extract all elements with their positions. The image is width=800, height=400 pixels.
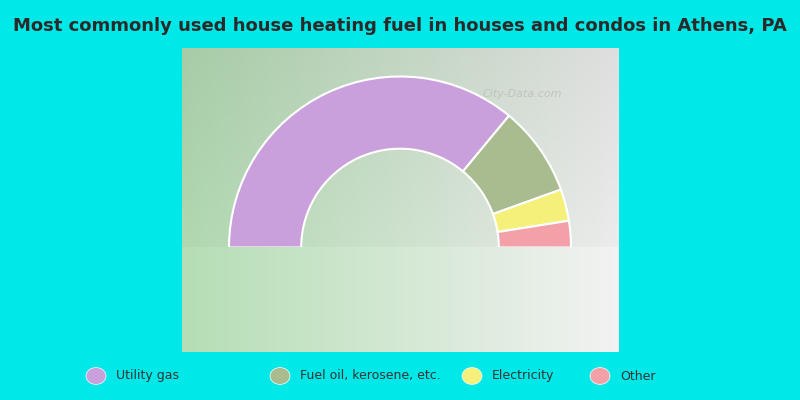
Text: City-Data.com: City-Data.com xyxy=(482,89,562,99)
Ellipse shape xyxy=(590,368,610,384)
Ellipse shape xyxy=(462,368,482,384)
Wedge shape xyxy=(229,76,509,248)
Wedge shape xyxy=(463,116,561,214)
Wedge shape xyxy=(498,221,571,248)
Ellipse shape xyxy=(86,368,106,384)
Text: Utility gas: Utility gas xyxy=(116,370,179,382)
Ellipse shape xyxy=(270,368,290,384)
Wedge shape xyxy=(493,190,569,232)
Text: Other: Other xyxy=(620,370,655,382)
Text: Fuel oil, kerosene, etc.: Fuel oil, kerosene, etc. xyxy=(300,370,441,382)
Text: Most commonly used house heating fuel in houses and condos in Athens, PA: Most commonly used house heating fuel in… xyxy=(13,17,787,35)
Text: Electricity: Electricity xyxy=(492,370,554,382)
